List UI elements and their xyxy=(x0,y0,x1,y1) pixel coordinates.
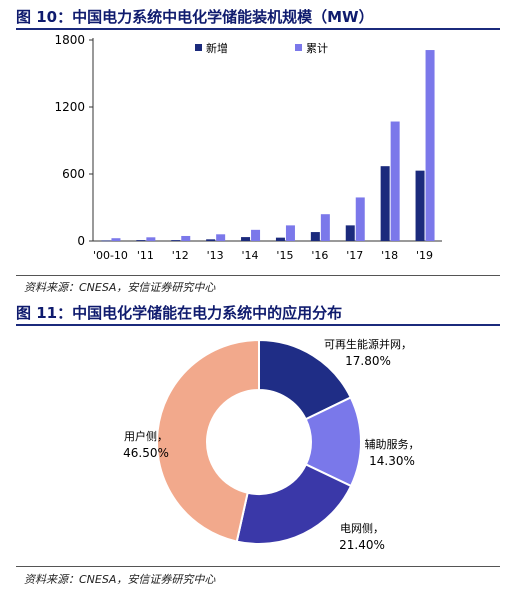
legend-swatch xyxy=(295,44,302,51)
bar-cumulative-8 xyxy=(390,121,400,241)
figure-10-source: 资料来源：CNESA，安信证券研究中心 xyxy=(24,281,216,294)
x-tick-label: '14 xyxy=(242,249,259,262)
figure-11-source-rule xyxy=(16,566,500,567)
bar-legend: 新增 累计 xyxy=(195,41,328,55)
x-tick-label: '15 xyxy=(276,249,293,262)
bar-cumulative-4 xyxy=(251,229,261,241)
donut-label-value-1: 14.30% xyxy=(369,454,415,468)
donut-chart: 可再生能源并网， 17.80% 辅助服务， 14.30% 电网侧， 21.40% 用户侧， 4… xyxy=(123,337,419,552)
donut-label-name-1: 辅助服务， xyxy=(365,437,420,451)
bar-axes: 0 600 1200 1800 '00-10 '11 '12 '13 '14 '15 '16 '17 '… xyxy=(54,33,442,262)
figure-10-title-rule xyxy=(16,28,500,30)
bar-cumulative-9 xyxy=(425,50,435,241)
x-tick-label: '00-10 xyxy=(93,249,128,262)
donut-slices xyxy=(156,338,362,545)
donut-label-value-2: 21.40% xyxy=(339,538,385,552)
bar-new-8 xyxy=(380,166,390,241)
donut-label-value-0: 17.80% xyxy=(345,354,391,368)
x-tick-label: '16 xyxy=(311,249,328,262)
bar-new-0 xyxy=(101,240,111,242)
bar-cumulative-1 xyxy=(146,237,156,241)
figure-11-title-rule xyxy=(16,324,500,326)
x-tick-label: '12 xyxy=(172,249,189,262)
figure-11-title: 图 11：中国电化学储能在电力系统中的应用分布 xyxy=(16,304,343,322)
y-tick-label: 1200 xyxy=(54,100,85,114)
legend-swatch xyxy=(195,44,202,51)
x-tick-label: '18 xyxy=(381,249,398,262)
bar-new-2 xyxy=(171,240,181,241)
y-tick-label: 1800 xyxy=(54,33,85,47)
x-tick-label: '13 xyxy=(207,249,224,262)
bar-new-3 xyxy=(206,239,216,241)
bar-marks xyxy=(101,50,435,242)
bar-new-6 xyxy=(310,232,320,241)
bar-cumulative-2 xyxy=(181,235,191,241)
legend-label: 累计 xyxy=(306,42,328,55)
x-tick-label: '19 xyxy=(416,249,433,262)
bar-new-4 xyxy=(241,237,251,241)
donut-label-name-2: 电网侧， xyxy=(340,522,384,535)
donut-label-value-3: 46.50% xyxy=(123,446,169,460)
y-tick-label: 600 xyxy=(62,167,85,181)
bar-new-7 xyxy=(345,225,355,241)
x-tick-label: '17 xyxy=(346,249,363,262)
legend-label: 新增 xyxy=(206,41,228,55)
bar-new-1 xyxy=(136,240,146,241)
donut-slice-3 xyxy=(156,338,260,543)
bar-cumulative-3 xyxy=(216,234,226,241)
bar-chart: 新增 累计 0 600 1200 1800 '00-10 '11 '12 '13 '14 '15 '1… xyxy=(54,33,442,262)
bar-new-5 xyxy=(275,237,285,241)
bar-new-9 xyxy=(415,170,425,241)
figure-10-source-rule xyxy=(16,275,500,276)
y-tick-label: 0 xyxy=(77,234,85,248)
x-tick-label: '11 xyxy=(137,249,154,262)
bar-cumulative-5 xyxy=(285,225,295,241)
figure-11-source: 资料来源：CNESA，安信证券研究中心 xyxy=(24,573,216,586)
bar-cumulative-6 xyxy=(320,214,330,241)
bar-cumulative-7 xyxy=(355,197,365,241)
bar-cumulative-0 xyxy=(111,238,121,241)
donut-slice-2 xyxy=(235,463,353,545)
donut-labels: 可再生能源并网， 17.80% 辅助服务， 14.30% 电网侧， 21.40% 用户侧， 4… xyxy=(123,337,419,552)
figure-10-title: 图 10：中国电力系统中电化学储能装机规模（MW） xyxy=(16,8,374,26)
donut-label-name-0: 可再生能源并网， xyxy=(324,337,412,351)
donut-label-name-3: 用户侧， xyxy=(124,429,168,443)
